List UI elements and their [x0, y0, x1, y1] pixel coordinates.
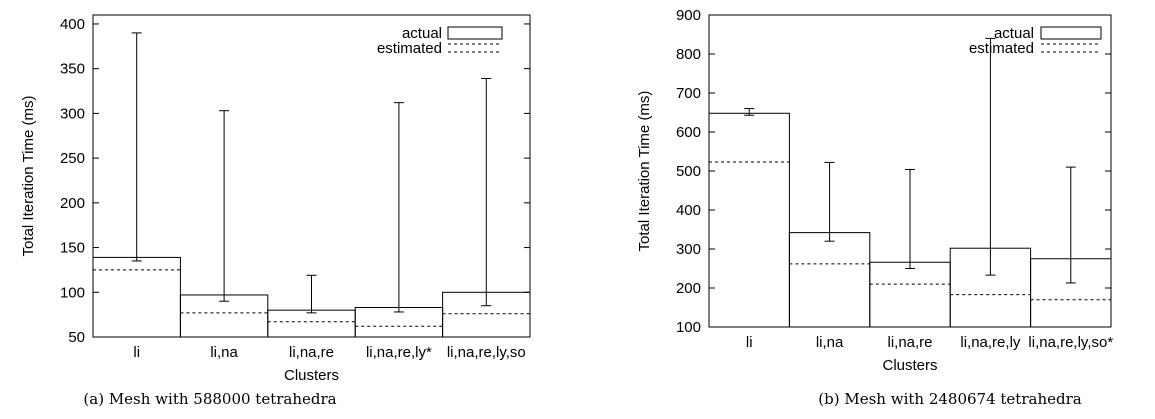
chart-b-ytick-label: 200 [676, 280, 701, 297]
chart-a-legend-estimated-label: estimated [377, 40, 442, 57]
chart-b-ytick-label: 700 [676, 85, 701, 102]
chart-b-legend-actual-swatch [1040, 26, 1102, 40]
chart-a-ytick-label: 400 [60, 16, 85, 33]
caption-a: (a) Mesh with 588000 tetrahedra [83, 390, 337, 408]
chart-a-legend-actual-swatch [447, 26, 503, 40]
chart-a-xaxis-label: Clusters [284, 367, 339, 384]
chart-b-legend-actual-label: actual [994, 25, 1034, 42]
chart-b-ytick-label: 100 [676, 319, 701, 336]
caption-b: (b) Mesh with 2480674 tetrahedra [818, 390, 1082, 408]
chart-b-ytick-label: 900 [676, 7, 701, 24]
chart-a-xtick-label: li,na,re,ly* [366, 344, 432, 361]
chart-b-bar-actual [869, 261, 951, 328]
chart-a-xtick-label: li,na [210, 344, 238, 361]
chart-a-xtick-label: li,na,re [289, 344, 334, 361]
chart-a-ytick-label: 200 [60, 195, 85, 212]
chart-a-xtick-label: li,na,re,ly,so [447, 344, 526, 361]
chart-b-ytick-label: 800 [676, 46, 701, 63]
chart-b-xtick-label: li,na [816, 334, 844, 351]
chart-b-legend-estimated-label: estimated [969, 40, 1034, 57]
chart-b-ytick-label: 500 [676, 163, 701, 180]
chart-b-xtick-label: li [746, 334, 753, 351]
chart-b-ytick-label: 600 [676, 124, 701, 141]
chart-a-ytick-label: 250 [60, 150, 85, 167]
chart-a-legend-actual-label: actual [402, 25, 442, 42]
chart-b-bar-actual [788, 232, 871, 328]
chart-b-xtick-label: li,na,re [887, 334, 932, 351]
chart-a-yaxis-label: Total Iteration Time (ms) [20, 96, 37, 257]
chart-a-bar-actual [267, 309, 356, 338]
chart-a-ytick-label: 50 [68, 329, 85, 346]
chart-a-ytick-label: 100 [60, 284, 85, 301]
chart-b-yaxis-label: Total Iteration Time (ms) [636, 91, 653, 252]
chart-a-ytick-label: 350 [60, 61, 85, 78]
chart-a-ytick-label: 150 [60, 240, 85, 257]
chart-b-xaxis-label: Clusters [882, 357, 937, 374]
chart-b-bar-actual [708, 112, 790, 328]
chart-b-ytick-label: 400 [676, 202, 701, 219]
chart-b-xtick-label: li,na,re,ly,so* [1028, 334, 1113, 351]
chart-a-bar-actual [92, 256, 181, 338]
chart-b-xtick-label: li,na,re,ly [960, 334, 1021, 351]
chart-a-ytick-label: 300 [60, 105, 85, 122]
chart-b-ytick-label: 300 [676, 241, 701, 258]
chart-a-xtick-label: li [133, 344, 140, 361]
